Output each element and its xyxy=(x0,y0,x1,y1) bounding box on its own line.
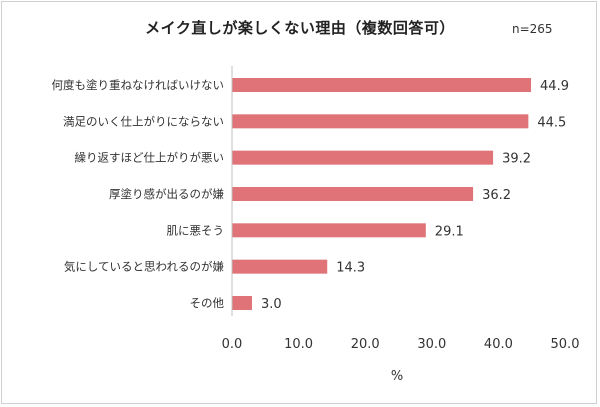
category-label: 満足のいく仕上がりにならない xyxy=(63,114,224,128)
x-tick-label: 20.0 xyxy=(351,337,380,352)
category-label: 厚塗り感が出るのが嫌 xyxy=(109,187,224,201)
x-tick-label: 40.0 xyxy=(484,337,513,352)
x-tick-label: 50.0 xyxy=(551,337,580,352)
value-label: 39.2 xyxy=(502,152,531,167)
x-tick-label: 0.0 xyxy=(222,337,243,352)
category-label: 何度も塗り重ねなければいけない xyxy=(52,78,225,92)
x-axis-label: % xyxy=(391,369,403,384)
value-label: 44.9 xyxy=(540,79,569,94)
category-label: 肌に悪そう xyxy=(167,223,225,237)
bar xyxy=(232,78,532,92)
x-tick-labels: 0.0 10.0 20.0 30.0 40.0 50.0 xyxy=(222,337,580,352)
bar xyxy=(232,295,252,310)
bar xyxy=(232,150,494,165)
category-label: 繰り返すほど仕上がりが悪い xyxy=(75,151,225,165)
value-label: 36.2 xyxy=(482,188,511,203)
bar xyxy=(232,186,474,201)
value-labels: 44.9 44.5 39.2 36.2 29.1 14.3 3.0 xyxy=(261,79,569,312)
bar xyxy=(232,259,328,274)
bar xyxy=(232,114,529,129)
category-label: 気にしていると思われるのが嫌 xyxy=(64,260,225,274)
value-label: 14.3 xyxy=(336,261,365,276)
x-tick-label: 30.0 xyxy=(417,337,446,352)
category-label: その他 xyxy=(190,296,225,310)
value-label: 29.1 xyxy=(435,224,464,239)
value-label: 3.0 xyxy=(261,297,282,312)
value-label: 44.5 xyxy=(537,115,566,130)
x-tick-label: 10.0 xyxy=(284,337,313,352)
bars xyxy=(232,78,532,310)
bar xyxy=(232,223,426,238)
sample-size-note: n=265 xyxy=(512,22,553,36)
category-labels: 何度も塗り重ねなければいけない満足のいく仕上がりにならない繰り返すほど仕上がりが… xyxy=(52,78,225,310)
chart-title: メイク直しが楽しくない理由（複数回答可） xyxy=(145,19,455,37)
